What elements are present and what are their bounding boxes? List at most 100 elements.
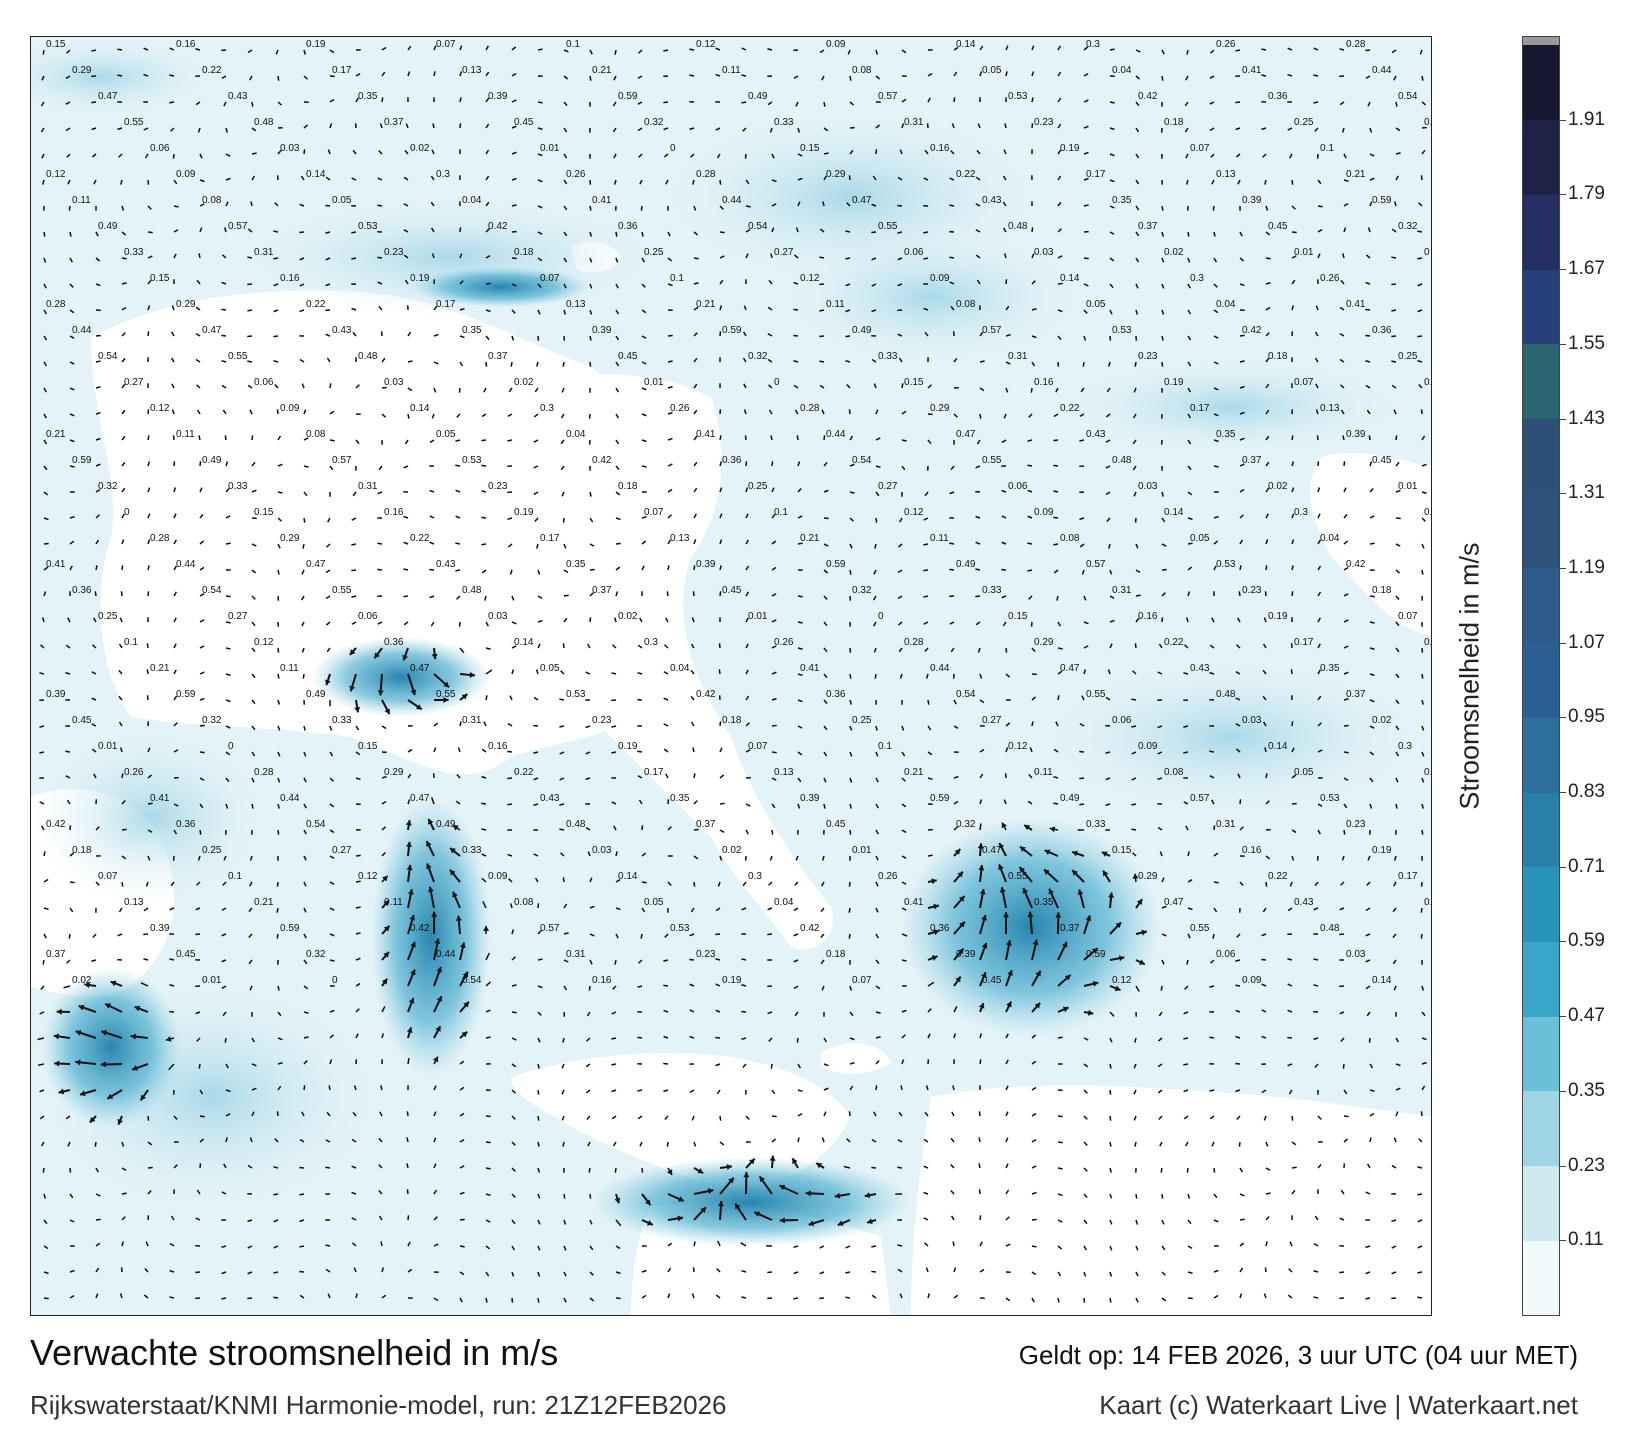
speed-value-label: 0.33 [462,845,482,856]
current-arrow [511,46,517,51]
current-arrow [1421,1061,1427,1065]
current-arrow [1419,49,1423,55]
speed-value-label: 0.16 [1242,845,1262,856]
current-arrow [1161,1219,1165,1225]
current-arrow [1421,699,1424,705]
current-arrow [378,465,383,471]
current-arrow [69,439,75,443]
current-arrow [199,461,202,467]
current-arrow [511,1141,516,1146]
current-arrow-head [165,1035,172,1042]
colorbar [1522,36,1560,1316]
current-arrow [717,881,721,887]
weak-current-zone [31,727,271,907]
current-arrow [43,1193,47,1199]
current-arrow [406,1137,409,1143]
current-arrow [976,149,981,155]
current-arrow [507,803,513,806]
current-arrow [1005,1297,1011,1302]
current-arrow [303,933,307,939]
speed-value-label: 0.06 [1008,481,1028,492]
speed-value-label: 0.03 [280,143,300,154]
current-arrow-head [415,704,422,710]
current-arrow [1031,696,1037,701]
current-arrow [1369,1137,1372,1143]
current-arrow-head [1027,911,1034,918]
current-arrow [511,177,517,181]
current-arrow [1083,257,1089,260]
current-arrow-head [978,865,985,871]
current-arrow [95,411,101,415]
speed-value-label: 0.48 [462,585,482,596]
current-arrow [977,123,981,129]
current-arrow [459,1245,465,1248]
current-arrow [407,773,412,779]
current-arrow [329,465,334,471]
current-arrow [120,591,123,597]
current-arrow [300,175,305,181]
current-arrow [901,959,907,962]
current-arrow [1417,1271,1423,1274]
speed-value-label: 0.22 [202,65,222,76]
current-arrow [1287,127,1293,131]
current-arrow [923,1138,929,1143]
current-arrow [95,488,101,493]
current-arrow [225,699,231,703]
speed-value-label: 0 [1424,247,1430,258]
current-arrow [1239,539,1244,545]
speed-value-label: 0.54 [202,585,222,596]
current-arrow-head [959,921,965,928]
current-arrow-head [769,1155,776,1161]
current-arrow [978,1137,981,1143]
current-arrow-head [140,1094,146,1101]
current-arrow [663,671,669,675]
current-arrow [693,205,697,211]
speed-value-label: 0.15 [46,39,66,50]
current-arrow [1183,1089,1189,1093]
current-arrow [1135,127,1140,133]
current-arrow [1421,803,1424,809]
current-arrow [1369,201,1373,207]
current-arrow [1395,152,1401,155]
current-arrow [693,800,698,805]
current-arrow [901,439,907,442]
current-arrow [1314,1215,1319,1221]
current-arrow [303,1036,309,1039]
current-arrow [378,305,383,311]
current-arrow [1187,387,1192,393]
current-arrow [95,1242,101,1247]
speed-value-label: 0.21 [150,663,170,674]
current-arrow [1343,227,1347,233]
current-arrow [485,335,490,341]
current-arrow-head [117,1118,124,1125]
current-arrow [613,617,617,623]
speed-value-label: 0.01 [98,741,118,752]
current-arrow [953,97,956,103]
current-arrow [693,231,699,236]
current-arrow [277,1085,282,1091]
current-arrow [536,361,539,367]
current-arrow [716,1089,721,1095]
current-arrow-head [405,841,412,848]
speed-value-label: 0.15 [150,273,170,284]
speed-value-label: 0.19 [722,975,742,986]
current-arrow [1339,1271,1345,1274]
current-arrow [611,1011,617,1015]
speed-value-label: 0.55 [1086,689,1106,700]
current-arrow [1209,644,1215,649]
current-arrow [511,283,517,287]
current-arrow [1265,205,1269,211]
current-arrow [923,1191,929,1195]
current-arrow [1317,643,1321,649]
current-arrow [303,75,309,80]
current-arrow [195,306,201,311]
current-arrow [481,828,487,831]
current-arrow [1395,435,1398,441]
current-arrow [274,1138,279,1143]
current-arrow [742,1063,747,1068]
current-arrow [823,595,828,600]
speed-value-label: 0.47 [852,195,872,206]
current-arrow [169,1269,175,1273]
speed-value-label: 0.45 [618,351,638,362]
current-arrow [92,617,97,623]
